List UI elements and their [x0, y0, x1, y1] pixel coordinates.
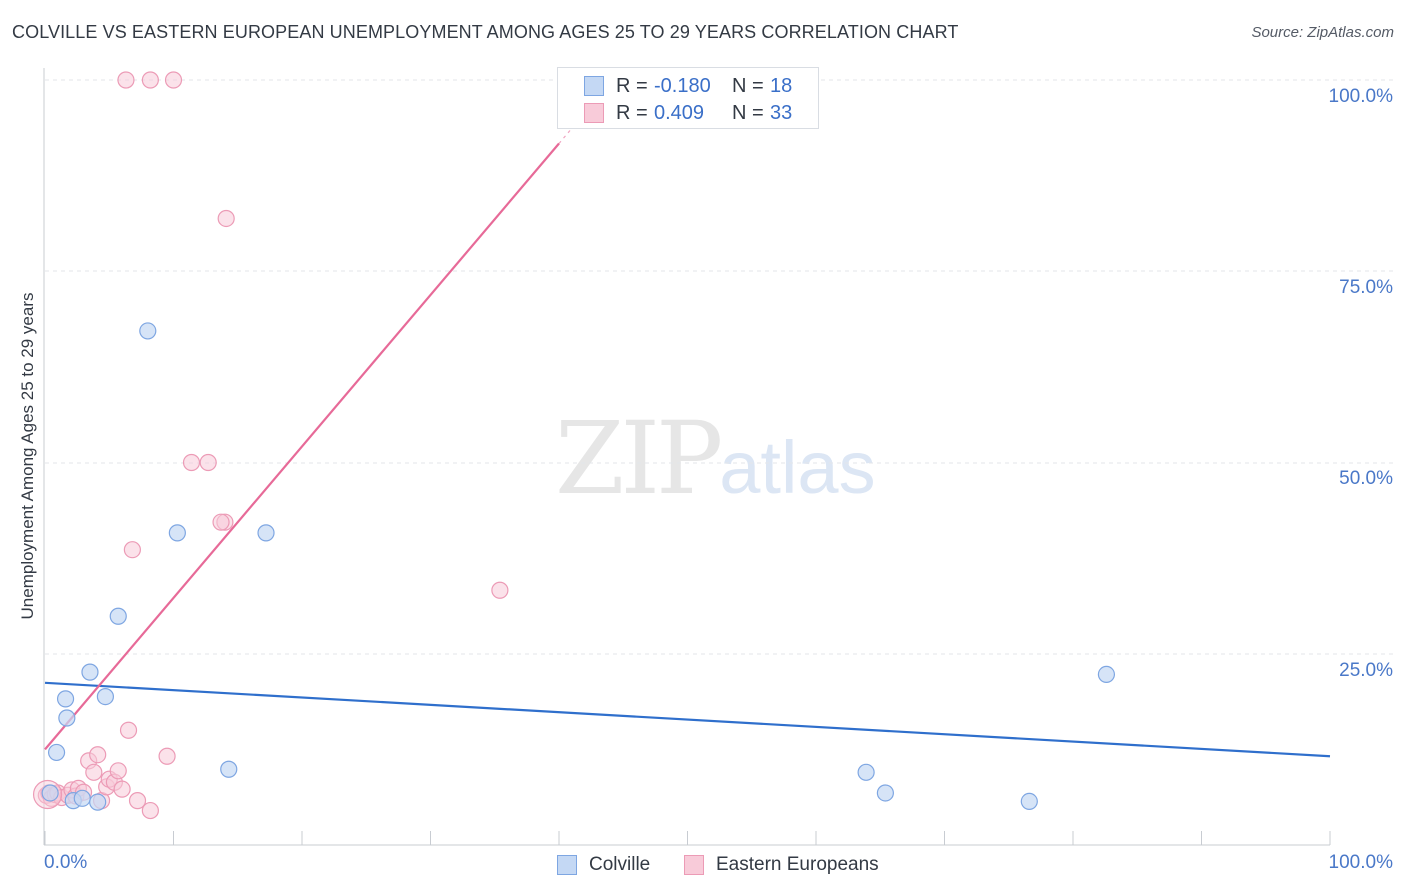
legend-n-value: 18: [770, 74, 793, 97]
legend-swatch-eastern: [584, 103, 604, 123]
y-tick-100: 100.0%: [1328, 86, 1393, 107]
eastern-point: [217, 209, 235, 228]
x-tick-left: 0.0%: [44, 852, 88, 873]
legend-swatch-colville: [584, 76, 604, 96]
legend-item-colville[interactable]: Colville: [557, 852, 650, 878]
colville-point: [81, 663, 99, 681]
eastern-point: [164, 71, 183, 89]
colville-point: [139, 322, 157, 340]
y-axis-label: Unemployment Among Ages 25 to 29 years: [18, 292, 37, 620]
watermark-atlas: atlas: [719, 426, 876, 509]
eastern-point: [128, 792, 147, 810]
colville-point: [89, 793, 107, 811]
colville-point: [56, 690, 75, 708]
colville-point: [47, 743, 66, 762]
colville-point: [109, 607, 127, 625]
colville-point: [73, 789, 91, 807]
colville-point: [58, 709, 76, 727]
watermark: ZIPatlas: [555, 400, 876, 517]
colville-point: [257, 524, 275, 542]
eastern-point: [85, 763, 103, 781]
eastern-point: [123, 541, 141, 559]
eastern-point: [119, 721, 138, 739]
legend-r-label: R =: [616, 74, 648, 97]
legend-label-colville: Colville: [589, 854, 651, 875]
colville-point: [876, 784, 894, 802]
eastern-europeans-points: [32, 71, 509, 820]
colville-point: [41, 784, 59, 802]
grid-lines: [45, 79, 1394, 655]
x-tick-right: 100.0%: [1328, 852, 1393, 873]
eastern-point: [117, 71, 135, 89]
colville-point: [96, 687, 114, 706]
legend-r-value: -0.180: [654, 74, 711, 97]
colville-trend-line: [44, 681, 1331, 758]
eastern-point: [199, 453, 217, 472]
eastern-point: [109, 762, 127, 780]
legend-r-label: R =: [616, 101, 648, 124]
legend-swatch-eastern: [684, 855, 704, 875]
legend-r-value: 0.409: [654, 101, 705, 124]
colville-point: [1097, 665, 1116, 684]
legend-n-value: 33: [770, 101, 793, 124]
colville-points: [41, 322, 1116, 811]
eastern-point: [141, 801, 159, 820]
colville-point: [168, 524, 186, 542]
eastern-point: [89, 746, 107, 764]
colville-point: [857, 763, 875, 781]
colville-point: [1020, 792, 1038, 810]
legend-swatch-colville: [557, 855, 577, 875]
legend-item-eastern[interactable]: Eastern Europeans: [684, 852, 879, 878]
chart-title: COLVILLE VS EASTERN EUROPEAN UNEMPLOYMEN…: [12, 22, 959, 42]
legend-n-label: N =: [732, 74, 764, 97]
eastern-point: [491, 581, 509, 599]
watermark-zip: ZIP: [555, 400, 723, 517]
axes: [43, 68, 1331, 846]
eastern-point: [158, 747, 176, 765]
y-tick-25: 25.0%: [1339, 660, 1393, 681]
eastern-point: [113, 780, 131, 798]
eastern-point: [141, 71, 159, 89]
correlation-legend: R = -0.180 N = 18 R = 0.409 N = 33: [557, 67, 819, 129]
y-tick-75: 75.0%: [1339, 277, 1393, 298]
y-tick-50: 50.0%: [1339, 468, 1393, 489]
colville-point: [220, 760, 238, 778]
trend-lines: [44, 97, 1331, 758]
eastern-trend-line: [44, 142, 560, 751]
source-credit: Source: ZipAtlas.com: [1251, 24, 1394, 41]
legend-n-label: N =: [732, 101, 764, 124]
legend-label-eastern: Eastern Europeans: [716, 854, 879, 875]
series-legend: Colville Eastern Europeans: [0, 852, 1406, 878]
eastern-point: [182, 453, 201, 472]
eastern-point: [212, 513, 230, 531]
